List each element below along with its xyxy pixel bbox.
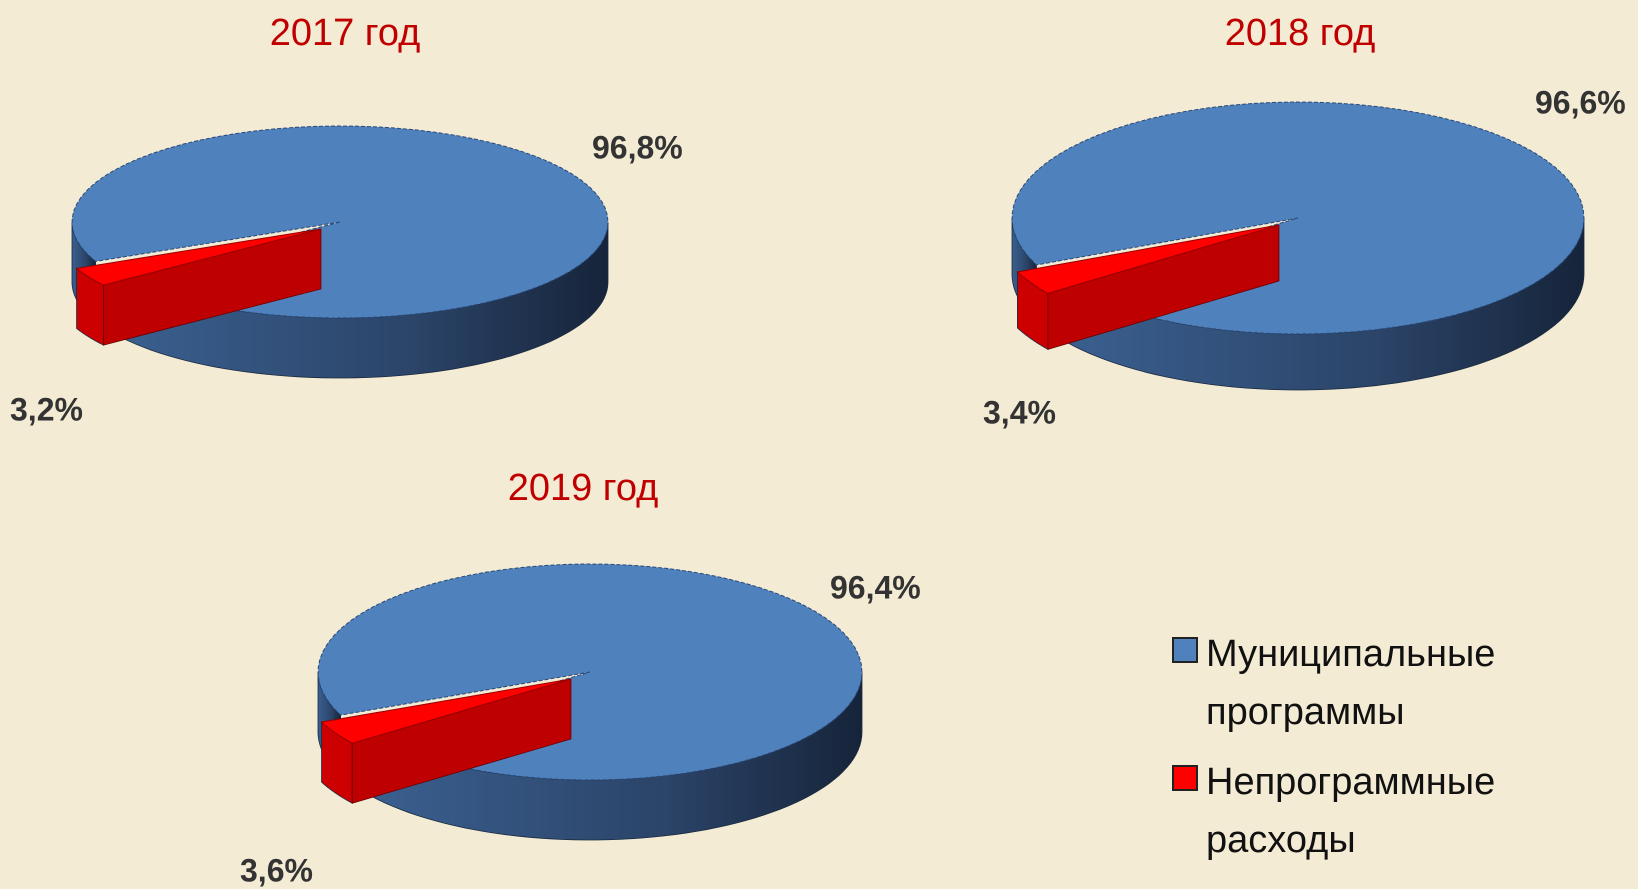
value-label: 96,6% <box>1535 84 1626 120</box>
legend-swatch <box>1172 765 1198 791</box>
value-label: 96,4% <box>830 569 921 605</box>
value-label: 3,4% <box>983 394 1056 430</box>
legend-swatch <box>1172 637 1198 663</box>
value-label: 3,6% <box>240 852 313 888</box>
slice <box>320 678 572 744</box>
chart-title: 2018 год <box>1225 12 1376 54</box>
chart-title: 2017 год <box>270 12 421 54</box>
legend: Муниципальные программы Непрограммные ра… <box>1172 625 1592 881</box>
legend-label: Непрограммные расходы <box>1206 761 1496 861</box>
legend-label: Муниципальные программы <box>1206 633 1496 733</box>
slice <box>1016 224 1280 294</box>
legend-item: Непрограммные расходы <box>1172 753 1592 869</box>
slice <box>75 228 322 286</box>
value-label: 3,2% <box>10 391 83 427</box>
value-label: 96,8% <box>592 129 683 165</box>
legend-item: Муниципальные программы <box>1172 625 1592 741</box>
chart-title: 2019 год <box>508 467 659 509</box>
